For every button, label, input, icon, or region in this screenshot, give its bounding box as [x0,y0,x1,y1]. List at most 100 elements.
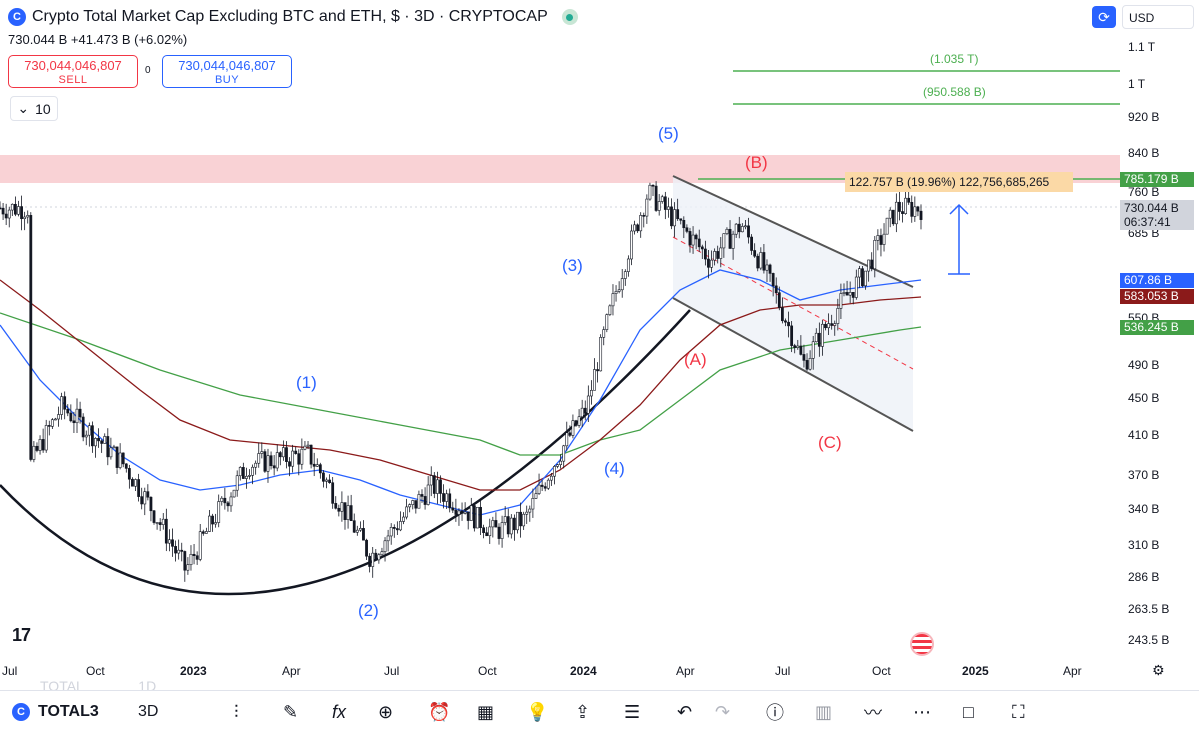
candle-body [322,472,325,482]
buy-button[interactable]: 730,044,046,807 BUY [162,55,292,88]
candle-body [513,517,516,531]
candle-body [257,453,261,464]
candle-body [4,213,8,219]
candle-body [91,425,94,447]
candle-body [140,496,144,505]
sell-button[interactable]: 730,044,046,807 SELL [8,55,138,88]
candle-body [836,308,840,324]
trend-icon[interactable]: 〰 [864,703,882,723]
candle-body [765,264,769,271]
candle-body [580,407,584,418]
sync-icon[interactable]: ⟳ [1092,6,1116,28]
candle-body [833,323,837,326]
candle-body [676,209,680,220]
y-tick: 760 B [1128,185,1160,199]
candle-body [214,522,218,525]
currency-select[interactable]: USD [1122,5,1194,29]
candle-body [482,527,486,533]
square-icon[interactable]: □ [963,701,974,722]
candle-body [691,234,695,246]
candle-body [802,354,806,361]
info-icon[interactable]: ⓘ [766,703,784,723]
candle-body [559,460,563,466]
candle-body [143,491,147,505]
candle-body [402,516,405,522]
spread-value: 0 [145,65,151,76]
candle-body [198,531,202,560]
share-icon[interactable]: ⇪ [575,701,591,722]
candle-body [300,448,304,465]
notes-icon[interactable]: ☰ [624,701,641,722]
candle-body [546,479,550,489]
bottom-toolbar: C TOTAL3 3D ⫶ ✎ fx ⊕ ⏰ ▦ 💡 ⇪ ☰ ↶ ↷ ⓘ ▥ 〰… [0,690,1199,732]
candle-body [756,255,760,269]
wave-label-2[interactable]: (2) [358,601,379,620]
draw-pencil-icon[interactable]: ✎ [283,701,299,722]
wave-label-c[interactable]: (C) [818,433,842,452]
candle-body [633,224,636,232]
candle-body [1,207,5,215]
add-icon[interactable]: ⊕ [378,701,394,722]
candle-body [623,271,627,279]
candle-body [454,509,458,515]
wave-label-b[interactable]: (B) [745,153,768,172]
bar-chart-icon[interactable]: ▥ [815,701,833,722]
wave-label-5[interactable]: (5) [658,124,679,143]
wave-label-3[interactable]: (3) [562,256,583,275]
us-flag-icon[interactable] [910,632,934,656]
candle-body [266,455,270,472]
channel-bottom [672,297,914,432]
candle-body [223,497,227,504]
candle-body [898,201,901,212]
candle-body [408,504,412,508]
alert-clock-icon[interactable]: ⏰ [428,701,451,722]
symbol-button[interactable]: C TOTAL3 [12,699,99,725]
candle-body [272,465,276,469]
fullscreen-icon[interactable]: ⛶ [1012,701,1025,722]
wave-label-4[interactable]: (4) [604,459,625,478]
x-tick: Apr [1063,664,1082,678]
candle-body [645,198,649,217]
candle-body [164,518,168,544]
candle-body [315,464,319,467]
candle-body [596,369,599,372]
candle-body [700,246,704,250]
wave-label-a[interactable]: (A) [684,350,707,369]
ideas-bulb-icon[interactable]: 💡 [526,701,549,722]
layout-grid-icon[interactable]: ▦ [477,701,495,722]
candle-body [254,462,258,468]
x-tick: Oct [478,664,497,678]
candle-body [879,235,883,245]
candle-body [380,551,384,556]
candle-body [41,439,45,451]
interval-button[interactable]: 3D [138,703,159,720]
chart-title[interactable]: Crypto Total Market Cap Excluding BTC an… [32,8,548,25]
candle-body [395,528,399,531]
candle-body [383,540,387,553]
chart-header: C Crypto Total Market Cap Excluding BTC … [8,6,578,28]
candle-body [248,475,251,477]
candle-body [540,484,544,487]
candle-body [47,425,51,427]
x-tick: Jul [2,664,18,678]
candle-type-icon[interactable]: ⫶ [234,701,239,722]
candle-body [103,436,107,444]
market-status-icon[interactable] [561,9,578,25]
redo-icon[interactable]: ↷ [715,701,731,722]
candle-body [220,497,224,502]
wave-label-1[interactable]: (1) [296,373,317,392]
indicators-fx-icon[interactable]: fx [332,701,347,722]
candle-body [460,510,464,514]
undo-icon[interactable]: ↶ [677,701,693,722]
candle-body [793,345,797,348]
candle-body [121,452,125,465]
candle-body [235,475,239,491]
buy-price: 730,044,046,807 [178,58,276,73]
indicators-toggle-button[interactable]: ⌄ 10 [10,96,58,121]
candle-body [445,493,449,502]
gear-icon[interactable]: ⚙ [1152,662,1165,678]
more-icon[interactable]: ⋯ [913,701,931,722]
candle-body [562,445,566,462]
candle-body [707,258,710,268]
